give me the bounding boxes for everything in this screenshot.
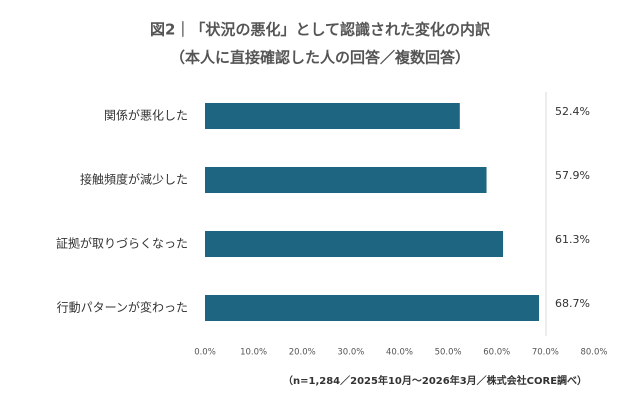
- category-label: 関係が悪化した: [104, 108, 188, 123]
- bar: [205, 231, 504, 257]
- x-tick-label: 50.0%: [435, 348, 462, 358]
- x-tick-label: 20.0%: [289, 348, 316, 358]
- x-tick-label: 0.0%: [194, 348, 216, 358]
- x-tick-label: 60.0%: [483, 348, 510, 358]
- bar: [205, 103, 460, 129]
- x-tick-label: 80.0%: [580, 348, 607, 358]
- value-label: 61.3%: [555, 233, 590, 246]
- value-label: 68.7%: [555, 297, 590, 310]
- footnote: （n=1,284／2025年10月～2026年3月／株式会社CORE調べ）: [283, 374, 587, 387]
- value-label: 52.4%: [555, 105, 590, 118]
- x-tick-label: 10.0%: [240, 348, 267, 358]
- value-label: 57.9%: [555, 169, 590, 182]
- category-label: 行動パターンが変わった: [57, 300, 188, 315]
- category-label: 接触頻度が減少した: [80, 172, 188, 187]
- chart-title: 図2｜「状況の悪化」として認識された変化の内訳: [150, 21, 491, 39]
- bar: [205, 167, 487, 193]
- bar: [205, 295, 540, 321]
- x-tick-label: 70.0%: [532, 348, 559, 358]
- chart-subtitle: （本人に直接確認した人の回答／複数回答）: [170, 49, 470, 67]
- x-tick-label: 40.0%: [386, 348, 413, 358]
- category-label: 証拠が取りづらくなった: [56, 236, 188, 251]
- x-tick-label: 30.0%: [337, 348, 364, 358]
